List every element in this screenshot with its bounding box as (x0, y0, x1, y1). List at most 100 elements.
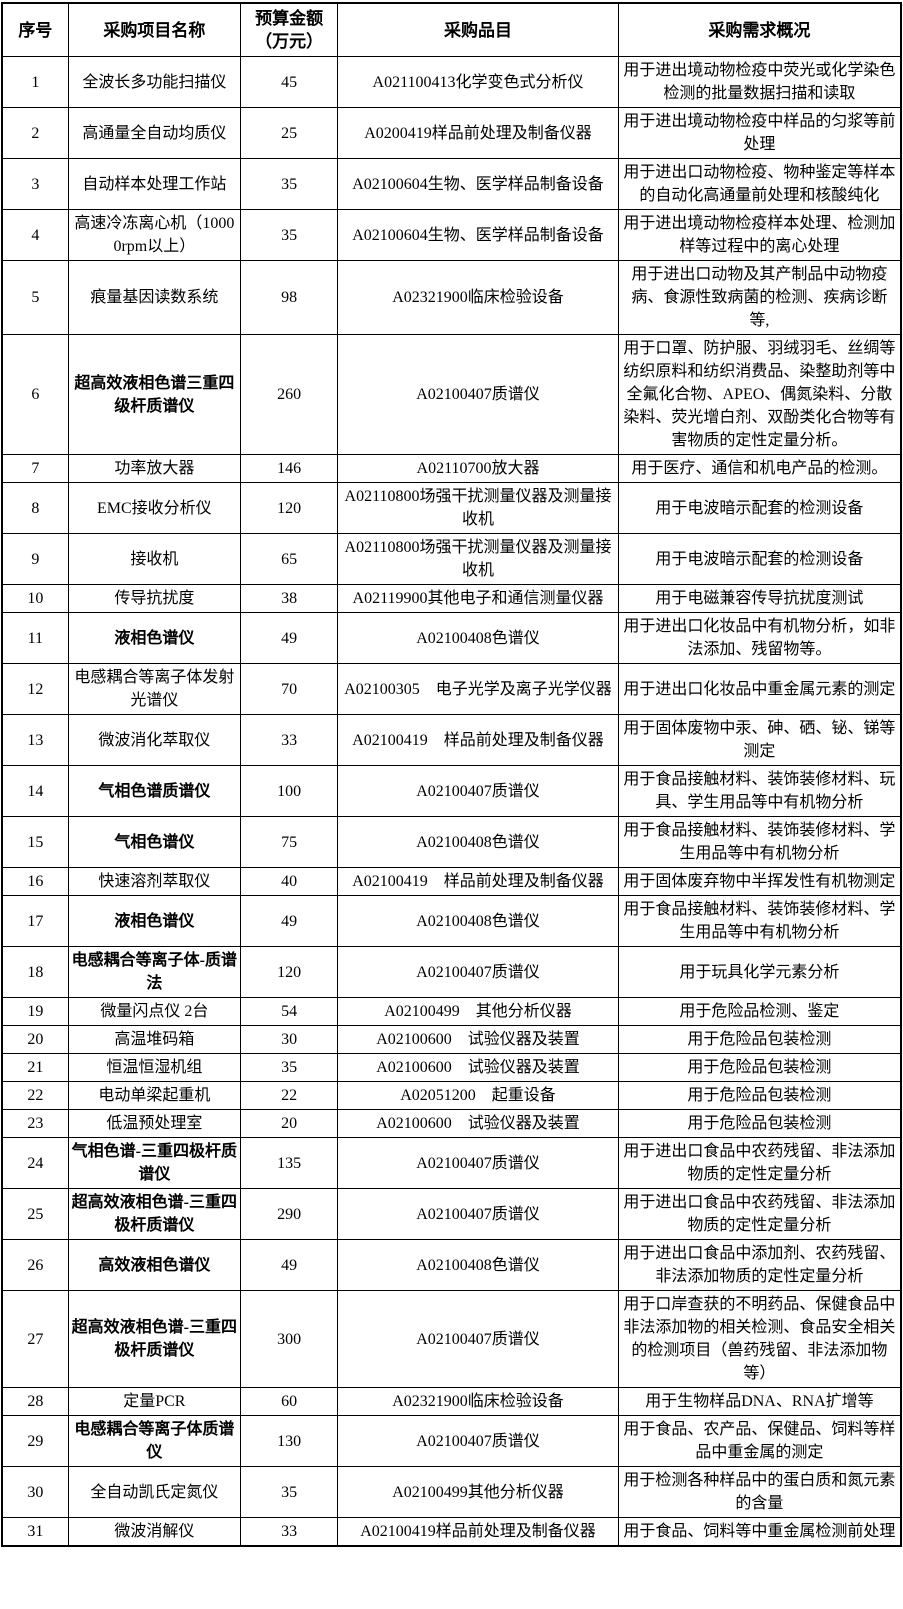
procurement-item-cell: A02100499 其他分析仪器 (337, 997, 619, 1026)
budget-cell: 20 (240, 1109, 339, 1138)
serial-number-cell: 8 (1, 482, 69, 534)
project-name-cell: 低温预处理室 (67, 1109, 242, 1138)
requirement-cell: 用于危险品包装检测 (617, 1053, 902, 1082)
project-name-cell: 气相色谱-三重四极杆质谱仪 (67, 1137, 242, 1189)
requirement-cell: 用于固体废物中汞、砷、硒、铋、锑等测定 (617, 714, 902, 766)
serial-number-cell: 17 (1, 895, 69, 947)
requirement-cell: 用于检测各种样品中的蛋白质和氮元素的含量 (617, 1466, 902, 1518)
budget-cell: 38 (240, 584, 339, 613)
procurement-item-cell: A02100408色谱仪 (337, 816, 619, 868)
table-row: 29 电感耦合等离子体质谱仪 130 A02100407质谱仪 用于食品、农产品、保健品… (1, 1415, 902, 1467)
procurement-item-cell: A02100499其他分析仪器 (337, 1466, 619, 1518)
project-name-cell: 微波消解仪 (67, 1517, 242, 1547)
project-name-cell: 液相色谱仪 (67, 612, 242, 664)
requirement-cell: 用于进出口动物检疫、物种鉴定等样本的自动化高通量前处理和核酸纯化 (617, 158, 902, 210)
procurement-item-cell: A02100419 样品前处理及制备仪器 (337, 714, 619, 766)
header-budget-amount: 预算金额（万元） (240, 2, 339, 57)
table-row: 22 电动单梁起重机 22 A02051200 起重设备 用于危险品包装检测 (1, 1081, 902, 1110)
procurement-item-cell: A02100407质谱仪 (337, 1415, 619, 1467)
table-row: 3 自动样本处理工作站 35 A02100604生物、医学样品制备设备 用于进出口动物检… (1, 158, 902, 210)
procurement-item-cell: A02100407质谱仪 (337, 946, 619, 998)
budget-cell: 100 (240, 765, 339, 817)
serial-number-cell: 30 (1, 1466, 69, 1518)
serial-number-cell: 15 (1, 816, 69, 868)
budget-cell: 75 (240, 816, 339, 868)
project-name-cell: 超高效液相色谱-三重四极杆质谱仪 (67, 1290, 242, 1388)
procurement-item-cell: A02119900其他电子和通信测量仪器 (337, 584, 619, 613)
procurement-item-cell: A02100407质谱仪 (337, 334, 619, 455)
requirement-cell: 用于进出境动物检疫中样品的匀浆等前处理 (617, 107, 902, 159)
serial-number-cell: 21 (1, 1053, 69, 1082)
procurement-item-cell: A02100408色谱仪 (337, 895, 619, 947)
procurement-item-cell: A02100419样品前处理及制备仪器 (337, 1517, 619, 1547)
header-procurement-item: 采购品目 (337, 2, 619, 57)
procurement-item-cell: A02100408色谱仪 (337, 612, 619, 664)
serial-number-cell: 1 (1, 56, 69, 108)
project-name-cell: 微量闪点仪 2台 (67, 997, 242, 1026)
budget-cell: 146 (240, 454, 339, 483)
serial-number-cell: 24 (1, 1137, 69, 1189)
table-row: 4 高速冷冻离心机（10000rpm以上） 35 A02100604生物、医学样品制备… (1, 209, 902, 261)
project-name-cell: 气相色谱质谱仪 (67, 765, 242, 817)
procurement-item-cell: A0200419样品前处理及制备仪器 (337, 107, 619, 159)
procurement-item-cell: A02100408色谱仪 (337, 1239, 619, 1291)
procurement-table: 序号 采购项目名称 预算金额（万元） 采购品目 采购需求概况 1 全波长多功能扫描… (1, 2, 902, 1547)
project-name-cell: 气相色谱仪 (67, 816, 242, 868)
procurement-item-cell: A02100407质谱仪 (337, 1188, 619, 1240)
serial-number-cell: 11 (1, 612, 69, 664)
budget-cell: 49 (240, 895, 339, 947)
serial-number-cell: 26 (1, 1239, 69, 1291)
table-row: 2 高通量全自动均质仪 25 A0200419样品前处理及制备仪器 用于进出境动物检疫中… (1, 107, 902, 159)
procurement-item-cell: A02100419 样品前处理及制备仪器 (337, 867, 619, 896)
serial-number-cell: 31 (1, 1517, 69, 1547)
table-row: 10 传导抗扰度 38 A02119900其他电子和通信测量仪器 用于电磁兼容传导抗扰度… (1, 584, 902, 613)
project-name-cell: 全波长多功能扫描仪 (67, 56, 242, 108)
table-row: 6 超高效液相色谱三重四级杆质谱仪 260 A02100407质谱仪 用于口罩、防护服、… (1, 334, 902, 455)
serial-number-cell: 23 (1, 1109, 69, 1138)
requirement-cell: 用于电波暗示配套的检测设备 (617, 482, 902, 534)
budget-cell: 35 (240, 1466, 339, 1518)
serial-number-cell: 14 (1, 765, 69, 817)
serial-number-cell: 25 (1, 1188, 69, 1240)
project-name-cell: 痕量基因读数系统 (67, 260, 242, 335)
procurement-item-cell: A02100604生物、医学样品制备设备 (337, 158, 619, 210)
requirement-cell: 用于固体废弃物中半挥发性有机物测定 (617, 867, 902, 896)
project-name-cell: 定量PCR (67, 1387, 242, 1416)
table-row: 5 痕量基因读数系统 98 A02321900临床检验设备 用于进出口动物及其产制品中动… (1, 260, 902, 335)
budget-cell: 290 (240, 1188, 339, 1240)
table-row: 26 高效液相色谱仪 49 A02100408色谱仪 用于进出口食品中添加剂、农药残留、… (1, 1239, 902, 1291)
procurement-item-cell: A02100604生物、医学样品制备设备 (337, 209, 619, 261)
project-name-cell: 快速溶剂萃取仪 (67, 867, 242, 896)
project-name-cell: 接收机 (67, 533, 242, 585)
requirement-cell: 用于食品接触材料、装饰装修材料、玩具、学生用品等中有机物分析 (617, 765, 902, 817)
table-row: 17 液相色谱仪 49 A02100408色谱仪 用于食品接触材料、装饰装修材料、学生用… (1, 895, 902, 947)
project-name-cell: 高通量全自动均质仪 (67, 107, 242, 159)
serial-number-cell: 4 (1, 209, 69, 261)
requirement-cell: 用于生物样品DNA、RNA扩增等 (617, 1387, 902, 1416)
table-row: 1 全波长多功能扫描仪 45 A021100413化学变色式分析仪 用于进出境动物检疫中… (1, 56, 902, 108)
project-name-cell: 微波消化萃取仪 (67, 714, 242, 766)
requirement-cell: 用于食品、饲料等中重金属检测前处理 (617, 1517, 902, 1547)
project-name-cell: 高效液相色谱仪 (67, 1239, 242, 1291)
project-name-cell: 电感耦合等离子体质谱仪 (67, 1415, 242, 1467)
table-row: 14 气相色谱质谱仪 100 A02100407质谱仪 用于食品接触材料、装饰装修材料、… (1, 765, 902, 817)
header-requirement-overview: 采购需求概况 (617, 2, 902, 57)
table-row: 11 液相色谱仪 49 A02100408色谱仪 用于进出口化妆品中有机物分析，如非法添… (1, 612, 902, 664)
serial-number-cell: 13 (1, 714, 69, 766)
budget-cell: 22 (240, 1081, 339, 1110)
budget-cell: 54 (240, 997, 339, 1026)
project-name-cell: 恒温恒湿机组 (67, 1053, 242, 1082)
procurement-item-cell: A02110800场强干扰测量仪器及测量接收机 (337, 533, 619, 585)
procurement-item-cell: A02110800场强干扰测量仪器及测量接收机 (337, 482, 619, 534)
table-row: 27 超高效液相色谱-三重四极杆质谱仪 300 A02100407质谱仪 用于口岸查获的… (1, 1290, 902, 1388)
table-header-row: 序号 采购项目名称 预算金额（万元） 采购品目 采购需求概况 (1, 2, 902, 57)
requirement-cell: 用于玩具化学元素分析 (617, 946, 902, 998)
budget-cell: 60 (240, 1387, 339, 1416)
project-name-cell: 高速冷冻离心机（10000rpm以上） (67, 209, 242, 261)
serial-number-cell: 6 (1, 334, 69, 455)
project-name-cell: 功率放大器 (67, 454, 242, 483)
serial-number-cell: 12 (1, 663, 69, 715)
budget-cell: 49 (240, 612, 339, 664)
budget-cell: 130 (240, 1415, 339, 1467)
serial-number-cell: 20 (1, 1025, 69, 1054)
